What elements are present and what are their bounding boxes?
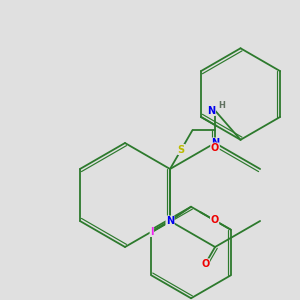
Text: N: N xyxy=(207,106,215,116)
Text: I: I xyxy=(150,226,154,236)
Text: N: N xyxy=(211,138,219,148)
Text: O: O xyxy=(201,259,209,269)
Text: O: O xyxy=(210,215,219,225)
Text: S: S xyxy=(178,145,185,154)
Text: N: N xyxy=(166,216,174,226)
Text: H: H xyxy=(218,100,225,109)
Text: O: O xyxy=(211,143,219,153)
